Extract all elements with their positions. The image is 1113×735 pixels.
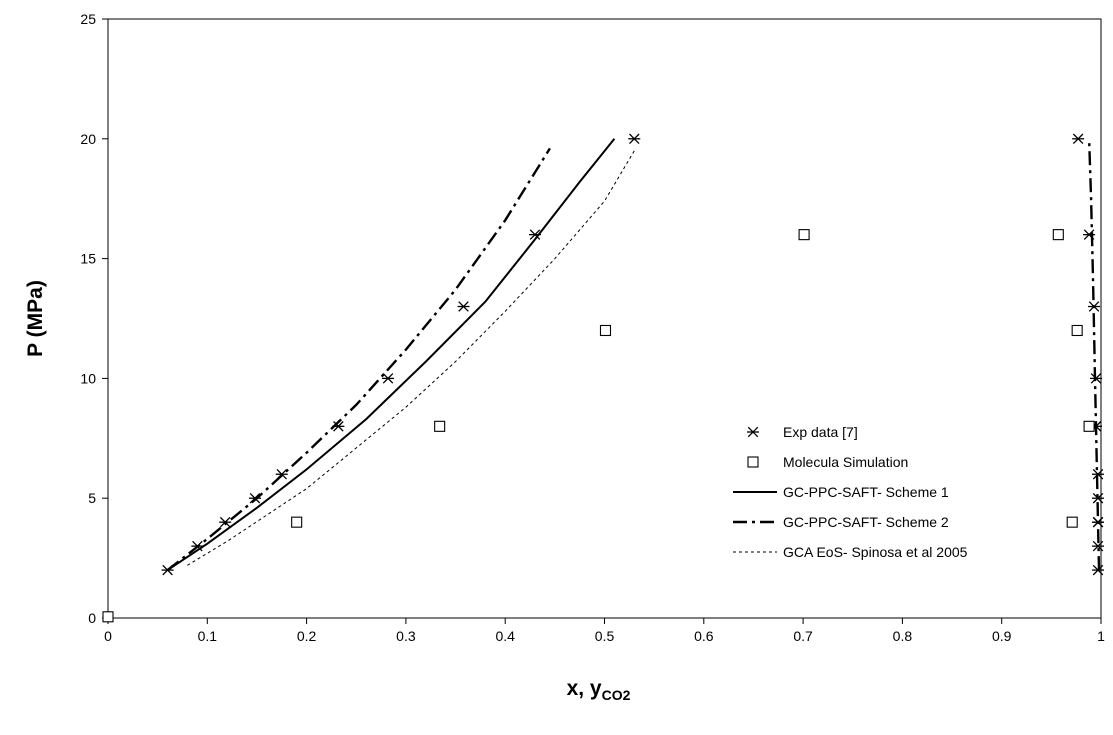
exp-data-point (1092, 564, 1105, 576)
x-tick-label: 0.4 (495, 628, 515, 644)
legend-symbol-exp-data (747, 426, 759, 438)
legend-label: Molecula Simulation (783, 454, 908, 470)
x-tick-label: 0.2 (297, 628, 317, 644)
exp-data-point (1090, 373, 1103, 384)
exp-data-point (628, 133, 641, 145)
series-markers (102, 133, 1105, 623)
x-tick-label: 1 (1097, 628, 1105, 644)
y-tick-label: 10 (80, 370, 96, 386)
exp-data-point (1088, 301, 1101, 312)
exp-data-point (1092, 540, 1105, 552)
y-tick-label: 5 (88, 490, 96, 506)
y-tick-label: 25 (80, 11, 96, 27)
legend-label: Exp data [7] (783, 424, 858, 440)
exp-data-point (1092, 516, 1105, 528)
legend: Exp data [7] Molecula Simulation GC-PPC-SA… (733, 424, 968, 560)
plot-frame (107, 18, 1102, 619)
series-line-4-branch-1 (166, 147, 551, 572)
series-lines (166, 138, 1101, 572)
x-tick-label: 0.5 (595, 628, 615, 644)
x-axis-title-subscript: CO2 (602, 687, 631, 703)
x-tick-label: 0.7 (793, 628, 813, 644)
y-tick-label: 20 (80, 131, 96, 147)
exp-data-point (332, 421, 345, 432)
y-tick-label: 15 (80, 251, 96, 267)
simulation-data-point (291, 516, 303, 528)
x-tick-label: 0.9 (992, 628, 1012, 644)
x-tick-label: 0.6 (694, 628, 714, 644)
simulation-data-point (798, 229, 810, 241)
exp-data-point (219, 516, 232, 528)
exp-data-point (1092, 468, 1105, 480)
x-tick-label: 0.3 (396, 628, 416, 644)
exp-data-point (1083, 229, 1096, 240)
x-tick-label: 0.8 (893, 628, 913, 644)
series-line-3 (167, 138, 616, 571)
exp-data-point (248, 492, 261, 504)
exp-data-point (382, 373, 395, 384)
exp-data-point (1072, 133, 1085, 145)
series-line-5 (187, 150, 635, 566)
plot-area (107, 18, 1102, 619)
exp-data-point (161, 564, 174, 576)
y-axis-title: P (MPa) (24, 280, 47, 357)
legend-symbol-simulation (747, 456, 759, 468)
legend-label: GC-PPC-SAFT- Scheme 1 (783, 484, 949, 500)
y-tick-label: 0 (88, 610, 96, 626)
x-axis: 0 0.1 0.2 0.3 0.4 0.5 0.6 0.7 0.8 0.9 1 (104, 618, 1105, 644)
exp-data-point (1092, 492, 1105, 504)
exp-data-point (191, 540, 204, 552)
simulation-data-point (102, 611, 114, 623)
exp-data-point (457, 301, 470, 312)
simulation-data-point (1066, 516, 1078, 528)
simulation-data-point (1052, 229, 1064, 241)
x-tick-label: 0.1 (198, 628, 218, 644)
simulation-data-point (1083, 420, 1095, 432)
exp-data-point (528, 229, 541, 240)
exp-data-point (275, 468, 288, 480)
simulation-data-point (1071, 324, 1083, 337)
x-tick-label: 0 (104, 628, 112, 644)
legend-label: GCA EoS- Spinosa et al 2005 (783, 544, 968, 560)
x-axis-title-main: x, y (567, 677, 602, 700)
simulation-data-point (599, 324, 612, 337)
x-axis-title: x, yCO2 (567, 677, 631, 703)
y-axis: 0 5 10 15 20 25 (80, 11, 108, 626)
simulation-data-point (434, 420, 446, 432)
legend-label: GC-PPC-SAFT- Scheme 2 (783, 514, 949, 530)
series-line-4-branch-2 (1087, 138, 1101, 571)
